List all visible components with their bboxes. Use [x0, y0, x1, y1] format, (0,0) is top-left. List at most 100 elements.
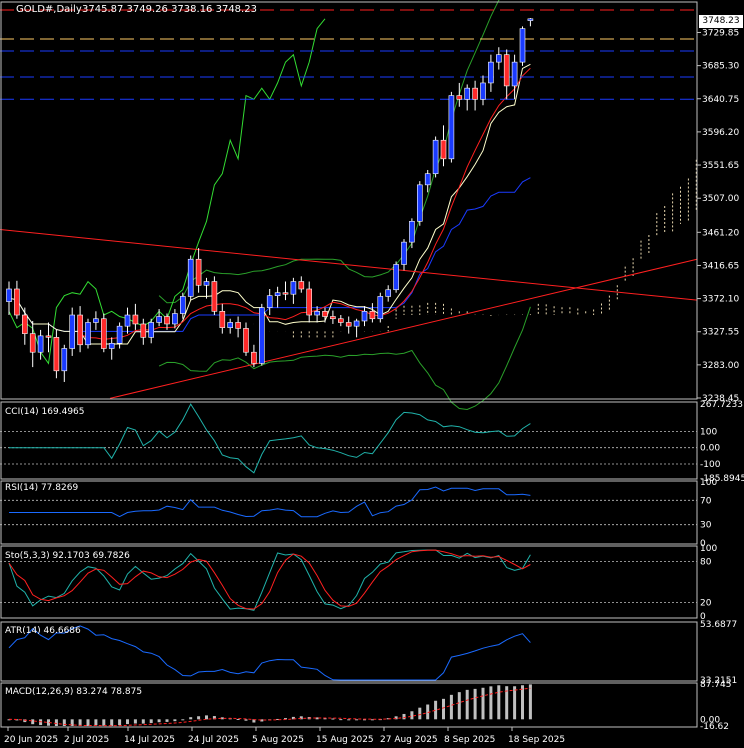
candle-body[interactable]	[290, 281, 297, 295]
candle-body[interactable]	[448, 95, 455, 160]
candle-body[interactable]	[187, 258, 194, 297]
macd-histogram-bar	[394, 716, 398, 720]
price-axis-label: 3729.85	[702, 28, 739, 38]
candle-body[interactable]	[314, 311, 320, 316]
candle-body[interactable]	[156, 316, 162, 323]
macd-histogram-bar	[402, 713, 406, 720]
candle-body[interactable]	[369, 311, 376, 320]
candle-body[interactable]	[93, 318, 99, 323]
candle-body[interactable]	[45, 335, 52, 338]
candle-body[interactable]	[488, 61, 494, 84]
candle-body[interactable]	[140, 323, 147, 338]
candle-body[interactable]	[101, 318, 107, 349]
candle-body[interactable]	[266, 295, 273, 308]
macd-histogram-bar	[133, 719, 137, 724]
rsi-panel[interactable]: 100 70 30 0	[0, 478, 717, 549]
macd-histogram-bar	[212, 716, 216, 720]
candle-body[interactable]	[116, 325, 123, 344]
candle-body[interactable]	[274, 292, 281, 296]
candle-body[interactable]	[61, 348, 68, 372]
macd-histogram-bar	[299, 716, 303, 720]
macd-histogram-bar	[220, 717, 224, 720]
candle-body[interactable]	[227, 322, 233, 328]
macd-histogram-bar	[149, 719, 153, 724]
candle-body[interactable]	[393, 264, 399, 291]
candle-body[interactable]	[472, 87, 478, 100]
cci-panel[interactable]: 267.7233 100 0.00 -100 -185.8945	[0, 400, 744, 484]
candle-body[interactable]	[464, 87, 471, 100]
candle-body[interactable]	[345, 322, 352, 327]
candle-body[interactable]	[495, 54, 502, 63]
macd-histogram-bar	[410, 711, 414, 720]
macd-histogram-bar	[465, 689, 469, 720]
candle-body[interactable]	[77, 314, 83, 346]
macd-histogram-bar	[481, 687, 485, 720]
atr-panel[interactable]: 53.6877 33.2151	[8, 620, 737, 686]
candle-body[interactable]	[337, 318, 344, 323]
candle-body[interactable]	[243, 328, 249, 353]
candle-body[interactable]	[235, 322, 241, 329]
candle-body[interactable]	[527, 18, 534, 21]
candle-body[interactable]	[424, 173, 431, 186]
candle-body[interactable]	[85, 322, 91, 346]
candle-body[interactable]	[361, 311, 368, 322]
time-axis-label: 8 Sep 2025	[444, 735, 495, 745]
candle-body[interactable]	[251, 351, 257, 364]
macd-histogram-bar	[339, 719, 343, 721]
candle-body[interactable]	[432, 139, 439, 174]
candle-body[interactable]	[124, 314, 131, 327]
macd-histogram-bar	[189, 717, 193, 720]
candle-body[interactable]	[211, 281, 218, 312]
candle-body[interactable]	[258, 307, 265, 364]
macd-histogram-bar	[78, 719, 82, 726]
candle-body[interactable]	[322, 311, 328, 317]
candle-body[interactable]	[385, 289, 392, 297]
candle-body[interactable]	[353, 320, 360, 327]
candle-body[interactable]	[164, 316, 170, 325]
candle-body[interactable]	[330, 316, 336, 320]
candle-body[interactable]	[6, 288, 12, 302]
indicator-axis-label: 0.00	[700, 715, 720, 725]
rsi-title: RSI(14) 77.8269	[5, 483, 78, 493]
candle-body[interactable]	[377, 296, 384, 320]
candle-body[interactable]	[53, 337, 60, 372]
candle-body[interactable]	[148, 322, 154, 338]
candle-body[interactable]	[69, 314, 75, 349]
candle-body[interactable]	[503, 54, 510, 87]
candle-body[interactable]	[219, 311, 226, 328]
macd-histogram-bar	[370, 719, 374, 721]
macd-signal-line	[8, 687, 531, 727]
candle-body[interactable]	[416, 184, 423, 222]
candle-body[interactable]	[172, 313, 178, 325]
candle-body[interactable]	[282, 292, 289, 295]
moving-average-line	[79, 67, 531, 340]
candle-body[interactable]	[37, 335, 44, 353]
candle-body[interactable]	[401, 241, 407, 265]
price-axis-label: 3372.10	[702, 295, 739, 305]
candle-body[interactable]	[180, 296, 186, 314]
stochastic-panel[interactable]: 100 80 20 0	[0, 544, 717, 622]
candle-body[interactable]	[132, 314, 139, 325]
candle-body[interactable]	[14, 288, 20, 316]
candle-body[interactable]	[21, 314, 28, 334]
main-price-panel[interactable]: 3729.85 3685.30 3640.75 3596.20 3551.65 3507.…	[0, 0, 739, 411]
panel-frames	[0, 1, 698, 728]
price-axis-label: 3596.20	[702, 128, 739, 138]
candle-body[interactable]	[298, 281, 305, 290]
macd-histogram-bar	[442, 698, 445, 720]
macd-histogram-bar	[434, 700, 438, 720]
candle-body[interactable]	[306, 288, 313, 316]
candle-body[interactable]	[195, 258, 202, 286]
candle-body[interactable]	[511, 61, 518, 87]
candle-body[interactable]	[456, 95, 463, 100]
candle-body[interactable]	[108, 342, 115, 349]
candle-body[interactable]	[519, 28, 526, 63]
macd-panel[interactable]: 87.745 0.00-16.62	[7, 680, 732, 732]
candle-body[interactable]	[409, 221, 415, 243]
macd-histogram-bar	[118, 719, 122, 726]
candle-body[interactable]	[440, 139, 447, 160]
candle-body[interactable]	[480, 82, 486, 100]
candle-body[interactable]	[203, 281, 210, 286]
candle-body[interactable]	[29, 333, 36, 353]
